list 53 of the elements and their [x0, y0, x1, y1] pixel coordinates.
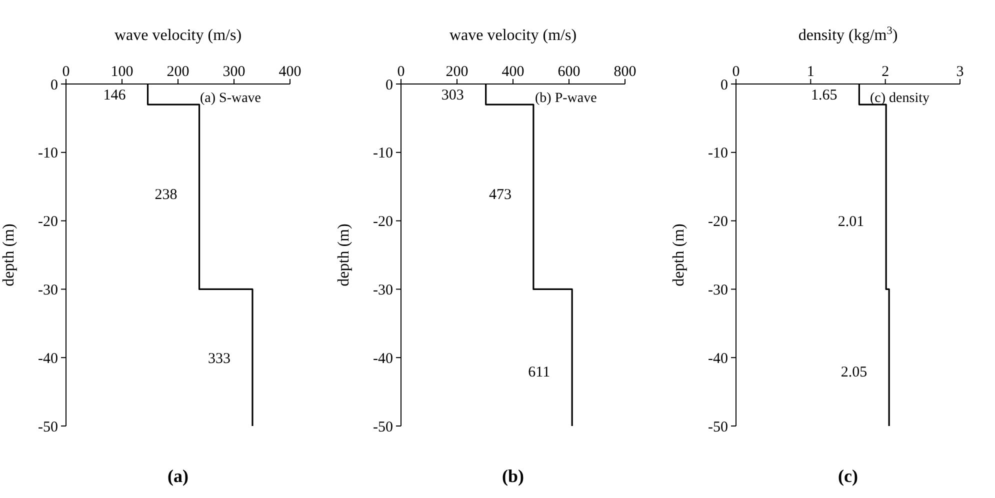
annotation: 333 [208, 350, 230, 367]
y-tick-label: -40 [373, 350, 393, 367]
y-tick-label: -50 [708, 419, 728, 436]
text: (c) [837, 466, 859, 487]
annotation: 238 [154, 186, 178, 203]
text: (b) [501, 466, 525, 487]
annotation: (c) density [870, 91, 930, 107]
x-tick-label: 0 [397, 64, 405, 80]
x-tick-label: 400 [278, 64, 302, 80]
y-tick-label: -10 [708, 146, 728, 162]
y-tick-label: 0 [50, 77, 58, 94]
annotation: 303 [441, 88, 464, 104]
annotation: 611 [528, 364, 550, 381]
y-axis-title: depth (m) [0, 224, 18, 286]
x-axis-title: density (kg/m$^{3}$) [798, 25, 898, 44]
y-tick-label: -30 [708, 282, 728, 299]
x-tick-label: 100 [110, 64, 134, 80]
x-tick-label: 0 [62, 64, 70, 80]
annotation: 146 [103, 88, 126, 104]
y-tick-label: -20 [38, 214, 58, 230]
text: (a) [166, 466, 190, 487]
y-tick-label: -10 [373, 146, 393, 162]
annotation: 1.65 [810, 88, 838, 104]
x-tick-label: 600 [558, 64, 580, 80]
x-tick-label: 2 [882, 64, 890, 80]
x-tick-label: 3 [956, 64, 964, 80]
annotation: 2.05 [840, 364, 868, 381]
x-tick-label: 800 [614, 64, 636, 80]
y-tick-label: -30 [373, 282, 393, 299]
x-tick-label: 200 [446, 64, 468, 80]
y-tick-label: -50 [38, 419, 58, 436]
x-tick-label: 400 [502, 64, 524, 80]
x-tick-label: 200 [166, 64, 190, 80]
annotation: (a) S-wave [200, 91, 262, 107]
annotation: 473 [488, 186, 512, 203]
y-tick-label: -20 [708, 214, 728, 230]
y-tick-label: -10 [38, 146, 58, 162]
x-axis-title: wave velocity (m/s) [114, 27, 242, 44]
y-axis-title: depth (m) [670, 224, 688, 286]
x-tick-label: 0 [732, 64, 740, 80]
y-tick-label: 0 [720, 77, 728, 94]
annotation: (b) P-wave [535, 91, 597, 107]
y-axis-title: depth (m) [336, 224, 353, 286]
y-tick-label: -30 [38, 282, 58, 299]
x-tick-label: 300 [222, 64, 246, 80]
x-tick-label: 1 [806, 64, 814, 80]
y-tick-label: -50 [373, 419, 393, 436]
y-tick-label: -40 [708, 350, 728, 367]
x-axis-title: wave velocity (m/s) [449, 27, 577, 44]
annotation: 2.01 [838, 214, 864, 230]
y-tick-label: 0 [386, 77, 393, 94]
y-tick-label: -20 [373, 214, 393, 230]
y-tick-label: -40 [38, 350, 58, 367]
